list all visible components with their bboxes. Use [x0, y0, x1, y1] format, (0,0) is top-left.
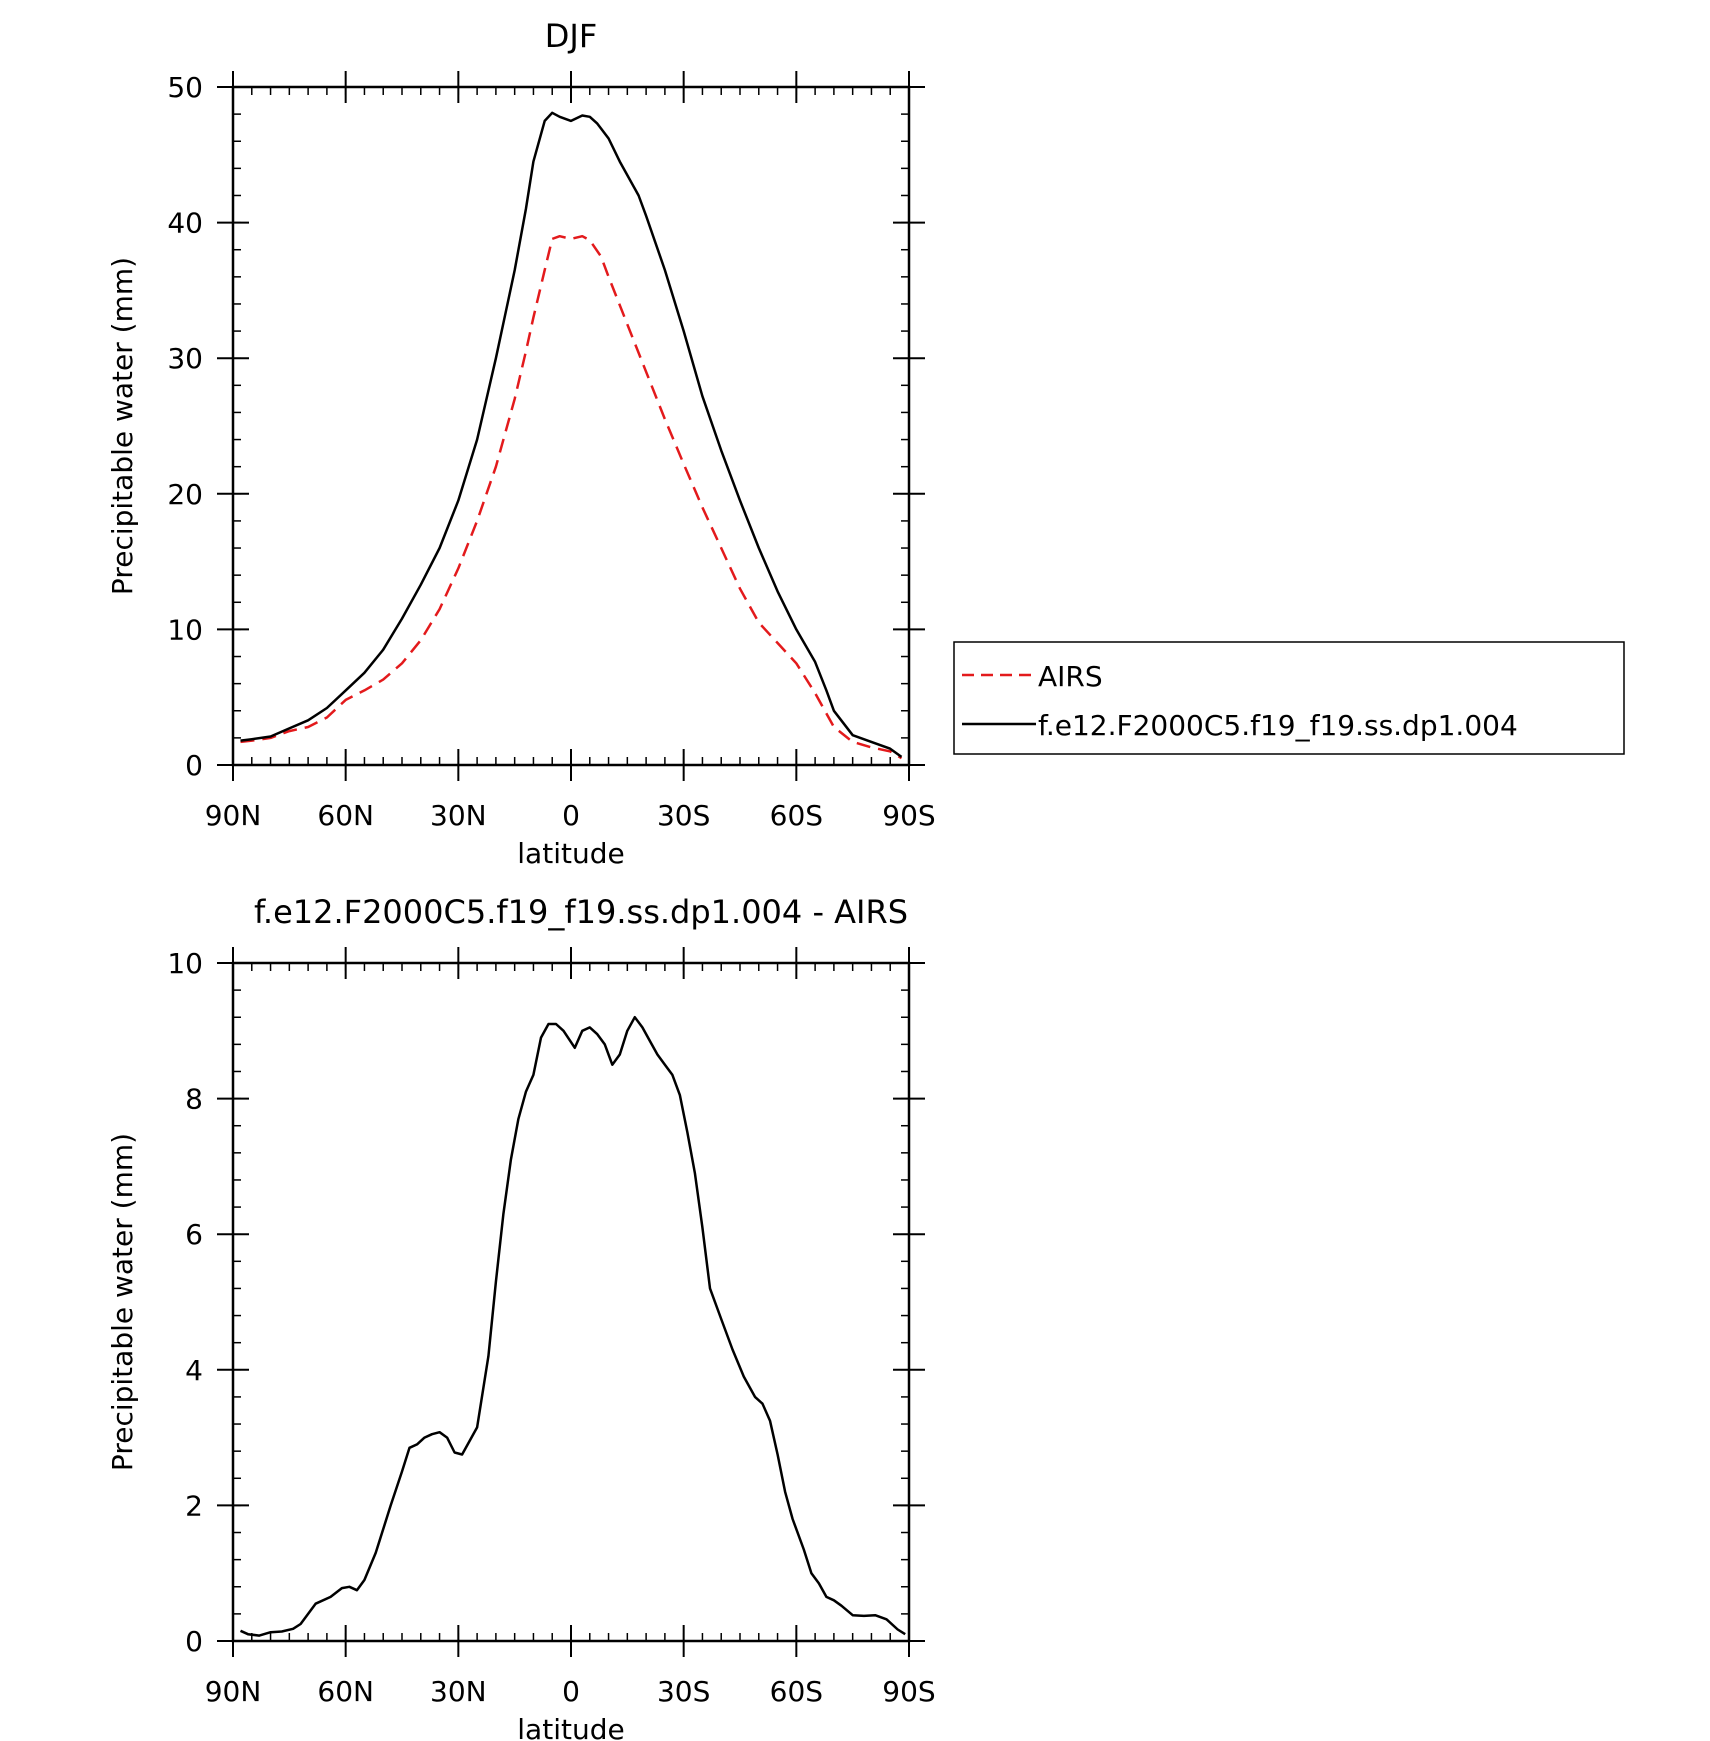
x-tick-label: 60N	[317, 799, 374, 832]
y-axis-label: Precipitable water (mm)	[106, 257, 139, 595]
x-axis-label: latitude	[517, 1713, 624, 1741]
chart-title: DJF	[545, 17, 597, 55]
series-line-difference	[239, 1015, 906, 1637]
x-tick-label: 90N	[205, 799, 262, 832]
series-line-f-e12-f2000c5-f19-f19-ss-dp1-004	[240, 111, 903, 758]
y-tick-label: 6	[185, 1218, 203, 1251]
chart-title: f.e12.F2000C5.f19_f19.ss.dp1.004 - AIRS	[254, 893, 908, 931]
y-tick-label: 8	[185, 1083, 203, 1116]
y-tick-label: 0	[185, 1625, 203, 1658]
legend-box	[953, 641, 1625, 755]
y-tick-label: 0	[185, 749, 203, 782]
plot-frame	[231, 961, 911, 1643]
y-tick-label: 20	[167, 478, 203, 511]
series-line-airs	[240, 234, 903, 760]
x-tick-label: 0	[562, 799, 580, 832]
x-tick-label: 30N	[430, 799, 487, 832]
x-tick-label: 0	[562, 1675, 580, 1708]
y-tick-label: 30	[167, 342, 203, 375]
x-tick-label: 90N	[205, 1675, 262, 1708]
y-tick-label: 40	[167, 207, 203, 240]
x-tick-label: 30S	[657, 1675, 710, 1708]
legend-label: AIRS	[1038, 660, 1103, 693]
x-tick-label: 60N	[317, 1675, 374, 1708]
x-tick-label: 90S	[882, 799, 935, 832]
x-tick-label: 90S	[882, 1675, 935, 1708]
x-tick-label: 30S	[657, 799, 710, 832]
bottom-panel: 90N 60N 30N 0 30S 60S 90S 0 2 4 6 8 10 f.e12.F2000C5.…	[106, 893, 936, 1741]
legend-label: f.e12.F2000C5.f19_f19.ss.dp1.004	[1038, 709, 1518, 742]
x-tick-label: 60S	[770, 799, 823, 832]
x-tick-label: 60S	[770, 1675, 823, 1708]
y-tick-label: 50	[167, 71, 203, 104]
legend: AIRS f.e12.F2000C5.f19_f19.ss.dp1.004	[953, 641, 1625, 755]
plot-frame	[231, 85, 911, 767]
y-tick-label: 4	[185, 1354, 203, 1387]
y-axis-label: Precipitable water (mm)	[106, 1133, 139, 1471]
y-tick-label: 2	[185, 1489, 203, 1522]
top-panel: 90N 60N 30N 0 30S 60S 90S 0 10 20 30 40 50 DJF latitud…	[106, 17, 936, 870]
x-axis-label: latitude	[517, 837, 624, 870]
y-tick-label: 10	[167, 947, 203, 980]
y-tick-label: 10	[167, 613, 203, 646]
x-tick-label: 30N	[430, 1675, 487, 1708]
